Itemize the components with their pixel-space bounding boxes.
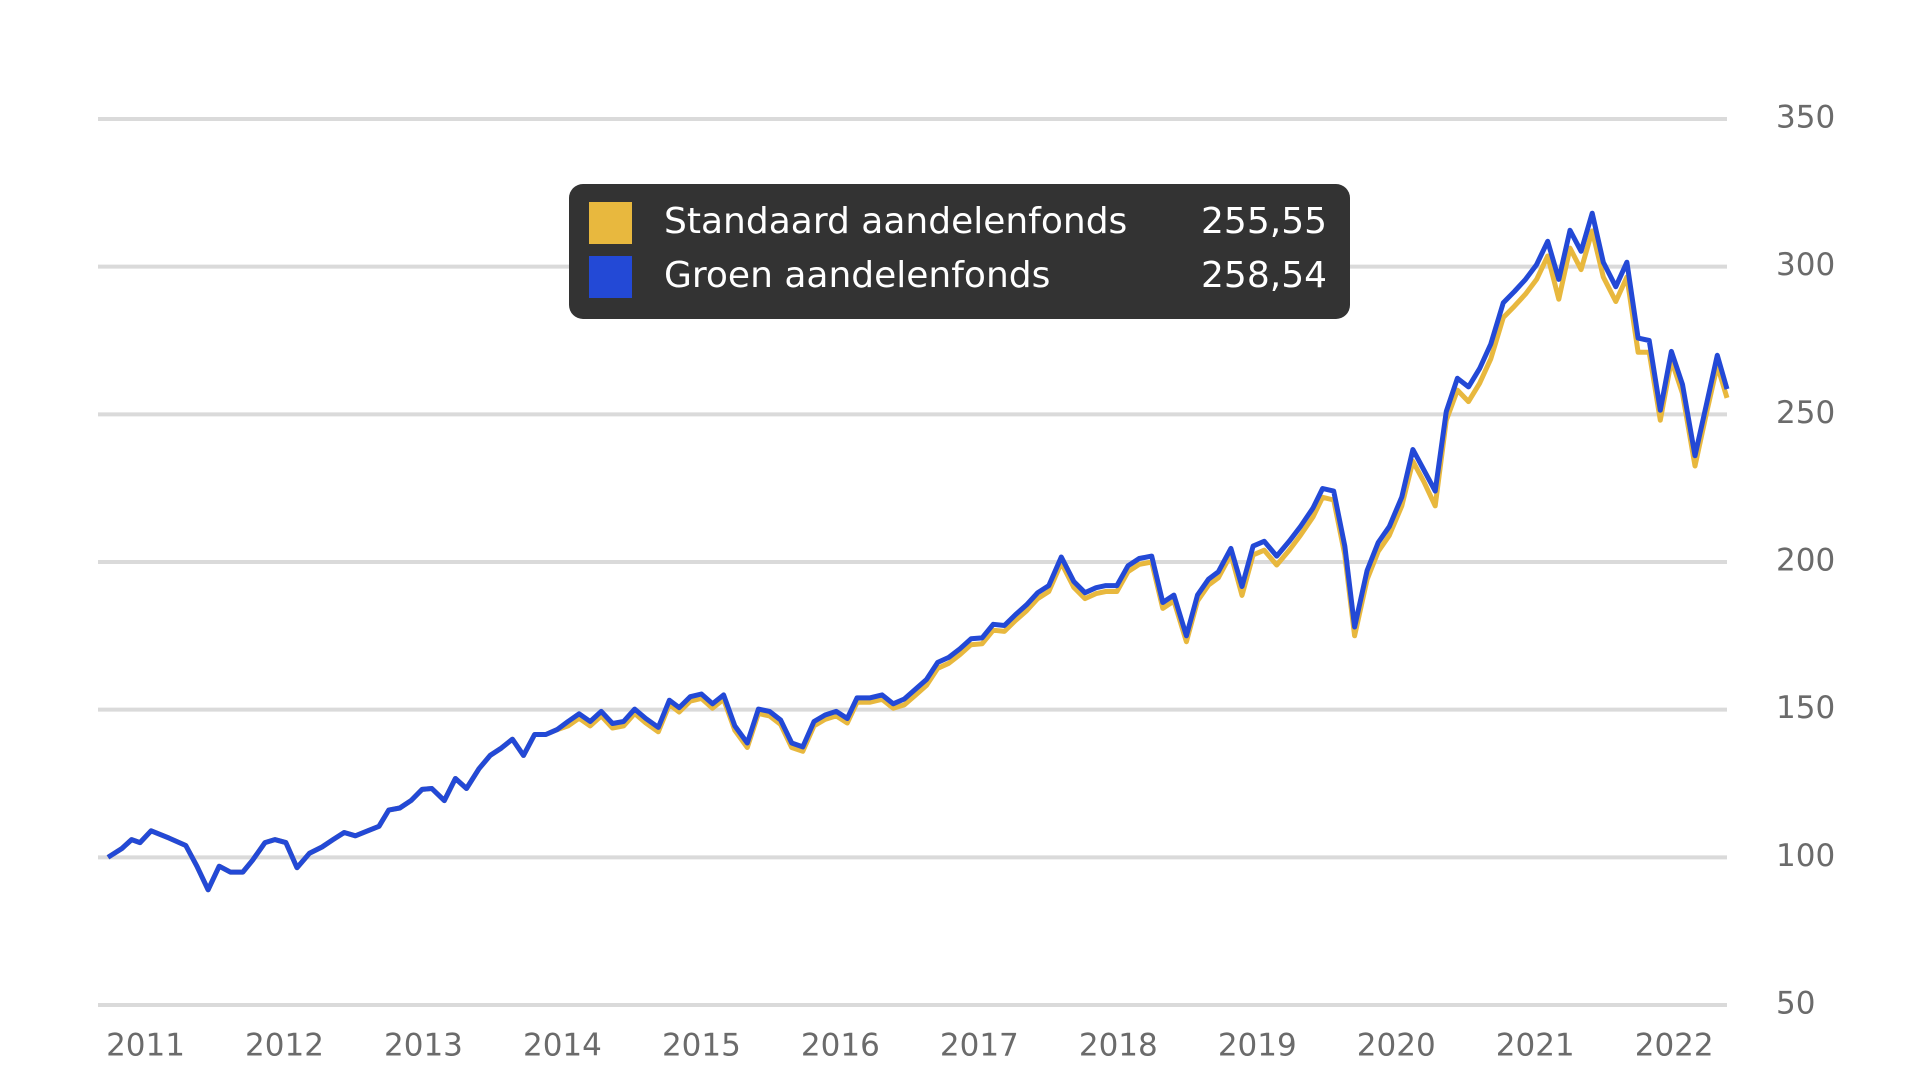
legend-label: Standaard aandelenfonds <box>664 201 1127 242</box>
tooltip-box <box>569 184 1350 319</box>
x-tick-label: 2017 <box>940 1028 1019 1064</box>
x-tick-label: 2012 <box>245 1028 324 1064</box>
x-tick-label: 2011 <box>106 1028 185 1064</box>
series-line <box>106 210 1730 893</box>
y-tick-label: 350 <box>1776 100 1835 136</box>
tooltip-value: 255,55 <box>1201 201 1327 242</box>
y-tick-label: 150 <box>1776 690 1835 726</box>
x-tick-label: 2015 <box>662 1028 741 1064</box>
y-tick-label: 250 <box>1776 395 1835 431</box>
y-tick-label: 200 <box>1776 543 1835 579</box>
x-tick-label: 2019 <box>1218 1028 1297 1064</box>
y-tick-label: 50 <box>1776 986 1815 1022</box>
x-tick-label: 2021 <box>1496 1028 1575 1064</box>
legend-label: Groen aandelenfonds <box>664 255 1050 296</box>
x-tick-label: 2018 <box>1079 1028 1158 1064</box>
x-tick-label: 2016 <box>801 1028 880 1064</box>
y-tick-label: 300 <box>1776 247 1835 283</box>
tooltip-value: 258,54 <box>1201 255 1327 296</box>
x-tick-label: 2022 <box>1635 1028 1714 1064</box>
y-tick-label: 100 <box>1776 838 1835 874</box>
legend-swatch <box>589 256 632 298</box>
legend-swatch <box>589 202 632 244</box>
tooltip: Standaard aandelenfonds 255,55 Groen aande… <box>569 184 1350 319</box>
x-tick-label: 2020 <box>1357 1028 1436 1064</box>
x-tick-label: 2014 <box>523 1028 602 1064</box>
x-tick-label: 2013 <box>384 1028 463 1064</box>
